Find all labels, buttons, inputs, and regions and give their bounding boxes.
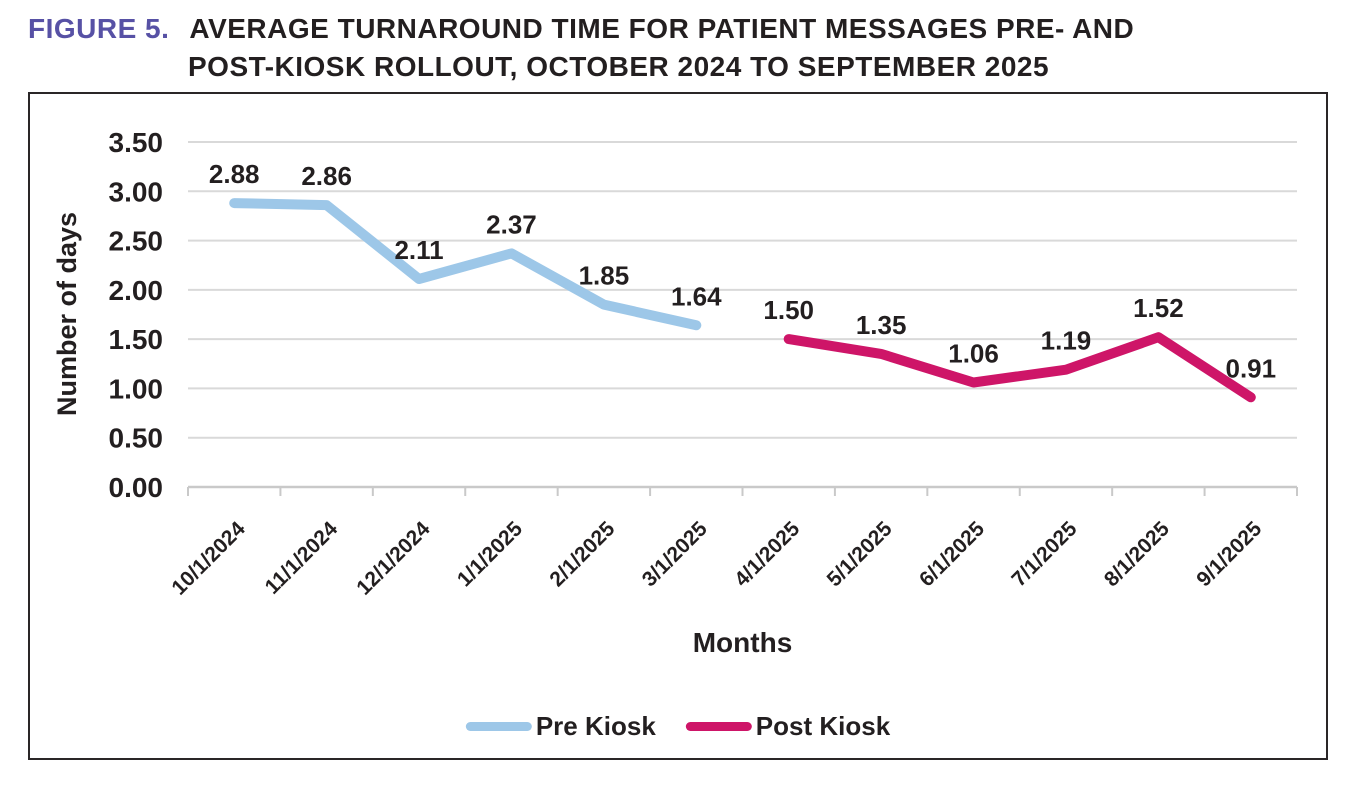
post-kiosk-line (783, 332, 1256, 403)
data-label: 2.37 (486, 209, 537, 239)
y-axis-title: Number of days (52, 212, 82, 416)
y-tick-label: 2.50 (109, 226, 164, 257)
x-tick-label: 3/1/2025 (638, 517, 712, 591)
legend-item-pre-kiosk: Pre Kiosk (465, 711, 656, 742)
figure-title: FIGURE 5. AVERAGE TURNAROUND TIME FOR PAT… (0, 0, 1350, 86)
data-label: 2.11 (394, 235, 443, 265)
x-tick-label: 12/1/2024 (352, 517, 435, 600)
x-tick-label: 1/1/2025 (453, 517, 527, 591)
x-tick-label: 8/1/2025 (1100, 517, 1174, 591)
data-label: 2.86 (301, 161, 352, 191)
figure-title-text-1: AVERAGE TURNAROUND TIME FOR PATIENT MESS… (189, 13, 1135, 44)
x-tick-label: 4/1/2025 (730, 517, 804, 591)
legend-label-post-kiosk: Post Kiosk (755, 711, 891, 741)
data-label: 1.50 (763, 295, 814, 325)
chart-legend: Pre Kiosk Post Kiosk (465, 711, 891, 742)
y-tick-label: 1.00 (109, 373, 164, 404)
y-tick-label: 0.50 (109, 423, 164, 454)
data-label: 2.88 (209, 159, 260, 189)
pre-kiosk-line (229, 198, 702, 331)
figure-title-line2: POST-KIOSK ROLLOUT, OCTOBER 2024 TO SEPT… (188, 51, 1050, 82)
legend-label-pre-kiosk: Pre Kiosk (535, 711, 656, 741)
y-tick-label: 3.50 (109, 127, 164, 158)
x-axis-title: Months (693, 627, 793, 658)
legend-item-post-kiosk: Post Kiosk (685, 711, 891, 742)
data-label: 1.85 (579, 261, 630, 291)
post-kiosk-line-swatch (685, 722, 752, 731)
x-tick-label: 9/1/2025 (1192, 517, 1266, 591)
data-label: 1.35 (856, 310, 907, 340)
data-label: 1.64 (671, 281, 722, 311)
data-label: 0.91 (1225, 353, 1276, 383)
x-tick-label: 10/1/2024 (167, 517, 250, 600)
x-tick-label: 7/1/2025 (1007, 517, 1081, 591)
data-label: 1.19 (1041, 326, 1092, 356)
x-tick-label: 5/1/2025 (823, 517, 897, 591)
x-tick-label: 2/1/2025 (545, 517, 619, 591)
x-tick-label: 11/1/2024 (261, 517, 343, 599)
y-tick-label: 3.00 (109, 176, 164, 207)
data-label: 1.06 (948, 339, 999, 369)
y-tick-label: 2.00 (109, 275, 164, 306)
y-tick-label: 1.50 (109, 324, 164, 355)
x-tick-label: 6/1/2025 (915, 517, 989, 591)
pre-kiosk-line-swatch (465, 722, 532, 731)
chart-frame: 0.00 0.50 1.00 1.50 2.00 2.50 3.00 3.50 10/1/202… (28, 92, 1328, 760)
y-tick-label: 0.00 (109, 472, 164, 503)
line-chart: 0.00 0.50 1.00 1.50 2.00 2.50 3.00 3.50 10/1/202… (52, 127, 1298, 658)
data-label: 1.52 (1133, 293, 1184, 323)
figure-label: FIGURE 5. (28, 13, 170, 44)
figure-title-line1: FIGURE 5. AVERAGE TURNAROUND TIME FOR PAT… (28, 10, 1330, 48)
